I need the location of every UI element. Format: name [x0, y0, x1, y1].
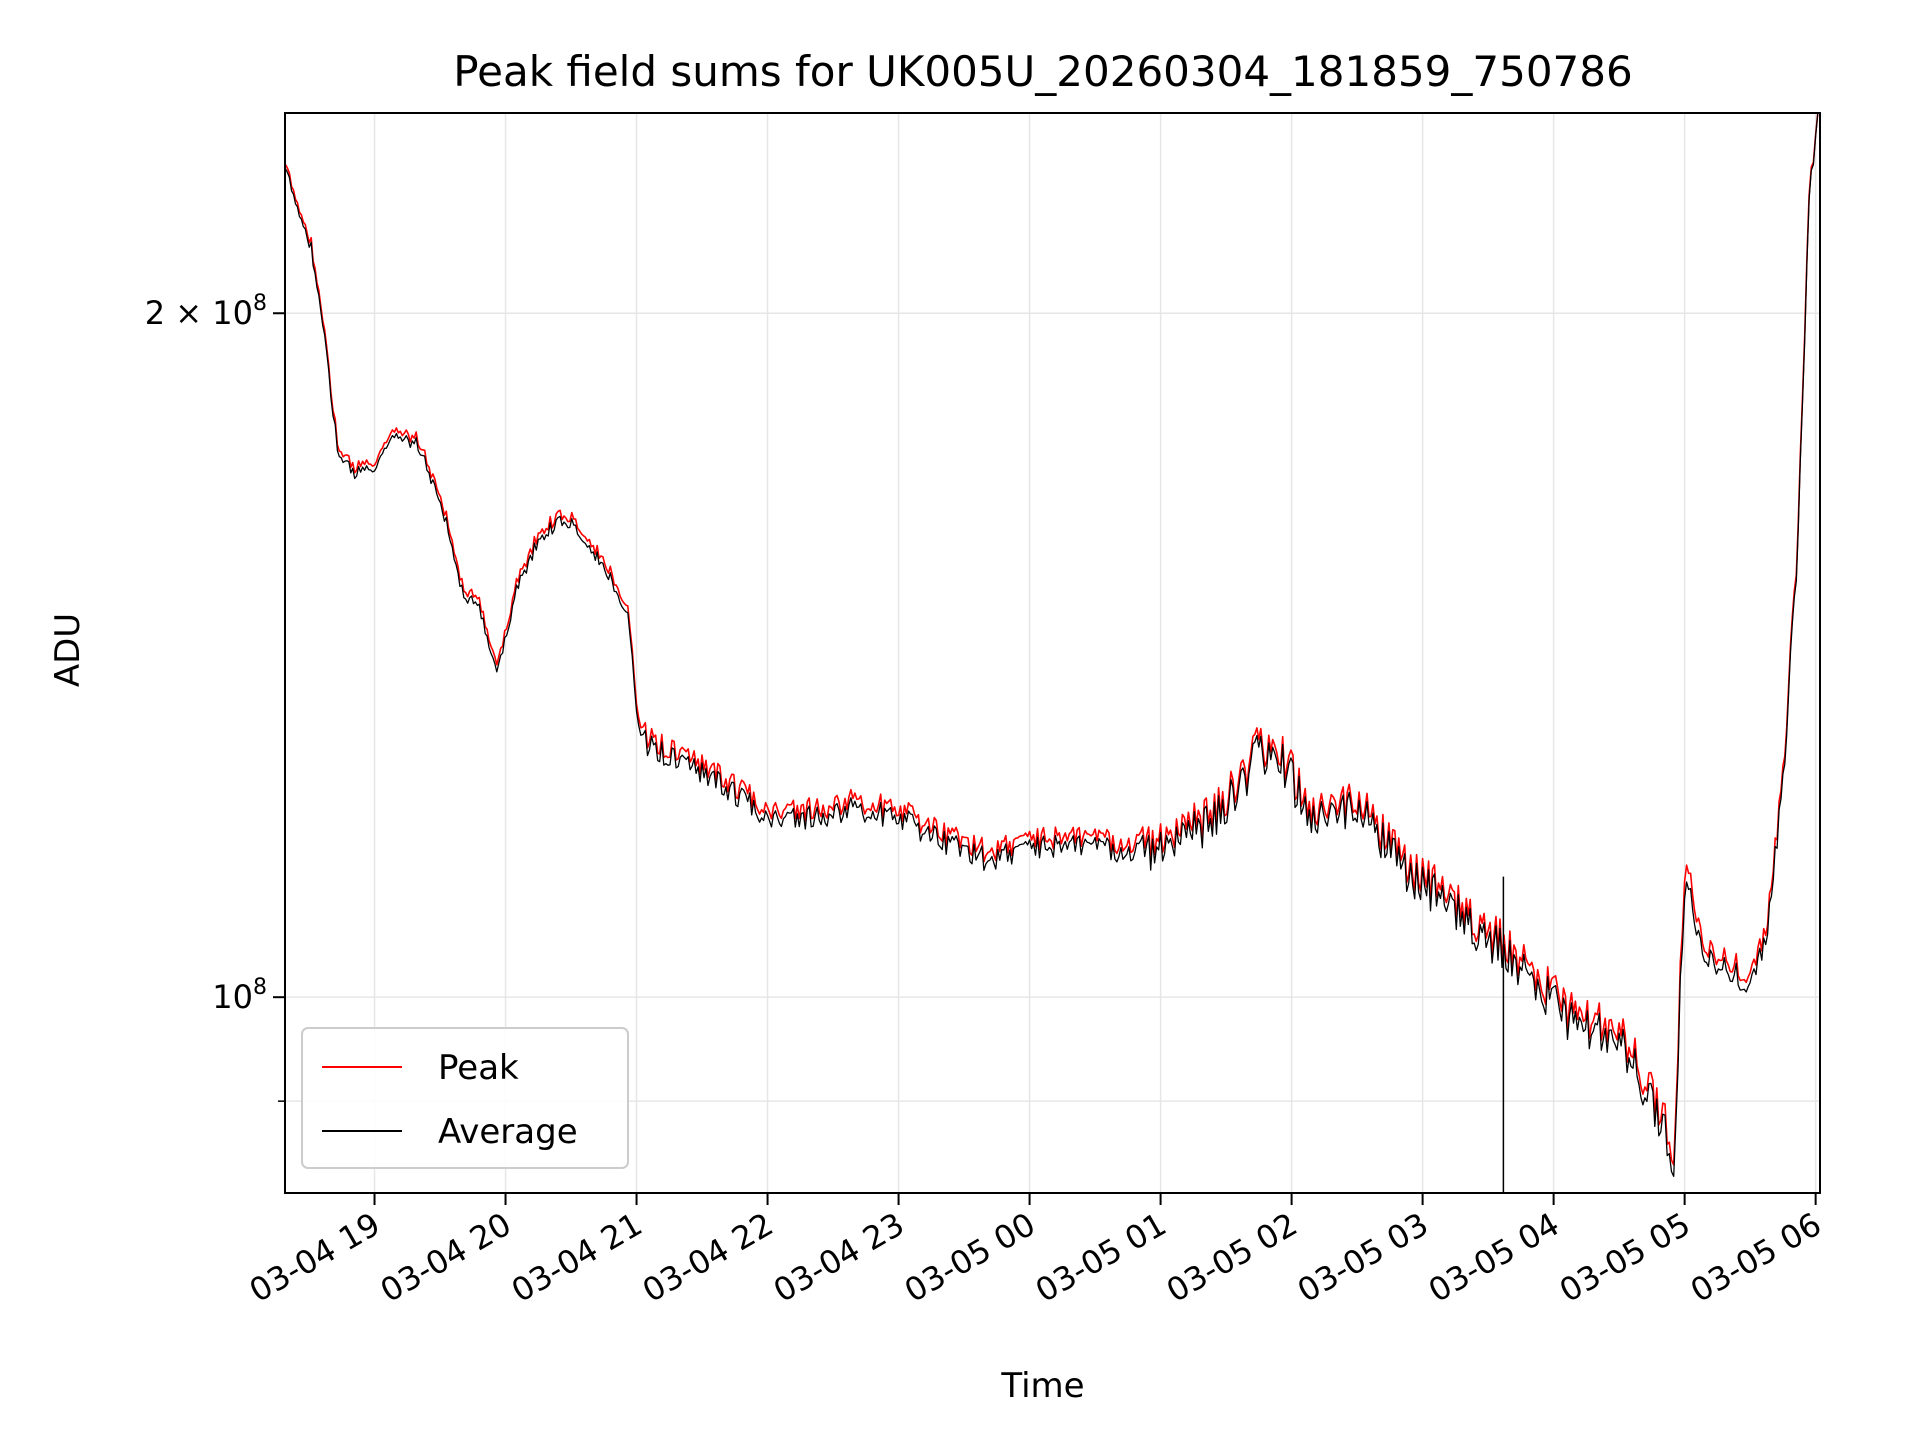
chart-title: Peak field sums for UK005U_20260304_1818…	[453, 47, 1632, 96]
y-tick-label-base: 10	[212, 978, 253, 1016]
y-tick-label-exponent: 8	[253, 291, 267, 316]
legend-label-average: Average	[438, 1112, 578, 1152]
y-tick-label: 2 × 108	[145, 291, 267, 332]
legend-box	[301, 1027, 629, 1169]
y-tick-label-exponent: 8	[253, 975, 267, 1000]
legend: Peak Average	[301, 1027, 629, 1169]
axes-frame	[284, 112, 1821, 1194]
y-tick-label: 108	[212, 975, 267, 1016]
grid	[285, 113, 1820, 1193]
plot-area	[285, 113, 1819, 1193]
series-line-peak	[285, 113, 1819, 1166]
y-axis-label: ADU	[48, 613, 88, 687]
x-axis-label: Time	[1000, 1366, 1084, 1406]
series-line-average	[285, 113, 1819, 1177]
y-tick-label-base: 2 × 10	[145, 294, 253, 332]
legend-label-peak: Peak	[438, 1048, 519, 1088]
